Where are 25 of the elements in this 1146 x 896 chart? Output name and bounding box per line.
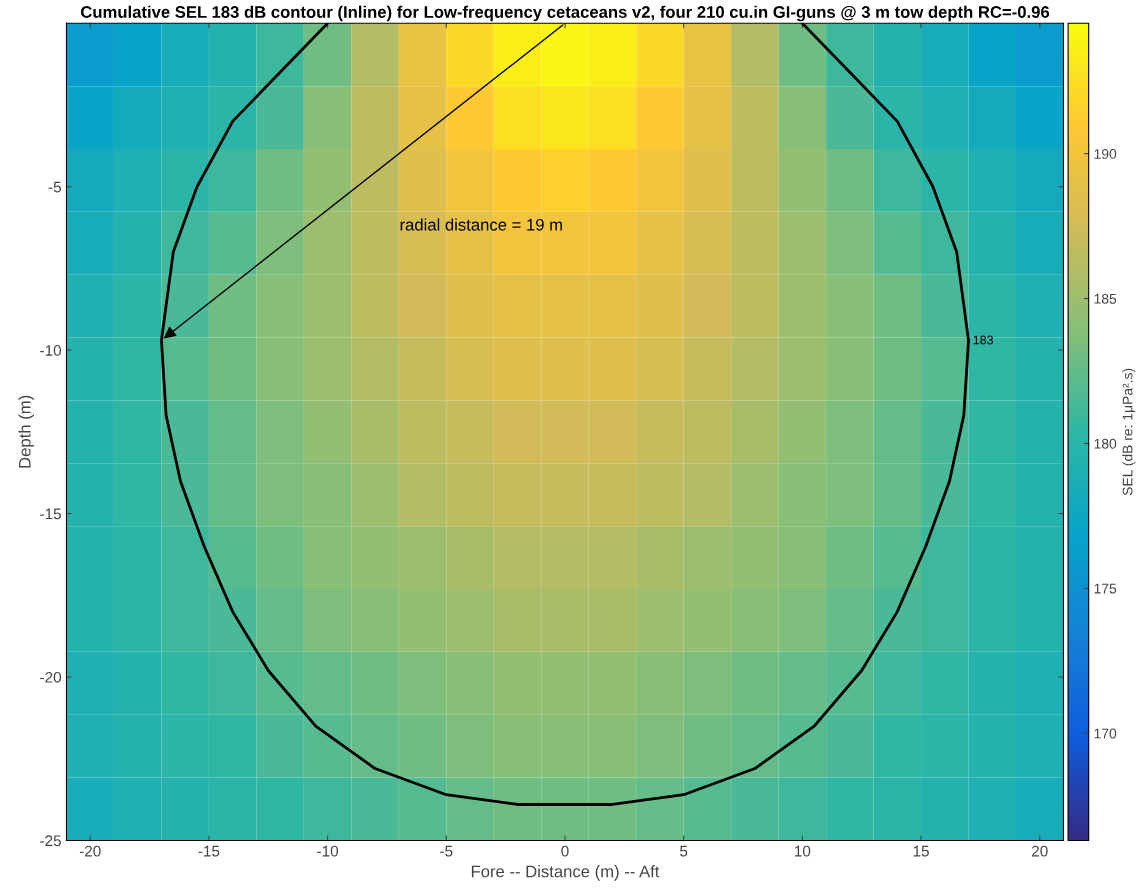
x-tick-label: -10 xyxy=(317,845,339,857)
annotation: 183 xyxy=(973,335,994,345)
x-tick-label: -20 xyxy=(79,845,101,857)
x-tick-label: 20 xyxy=(1032,845,1048,857)
color-bar-label: 185 xyxy=(1094,293,1117,304)
x-tick-label: 5 xyxy=(680,845,688,857)
y-tick-label: -20 xyxy=(40,671,62,683)
x-tick-label: 0 xyxy=(561,845,569,857)
x-tick-label: 10 xyxy=(795,845,811,857)
color-bar-label: 170 xyxy=(1094,728,1117,739)
x-tick-label: 15 xyxy=(913,845,929,857)
y-tick-label: -10 xyxy=(40,345,62,356)
chart-title: Cumulative SEL 183 dB contour (Inline) for Low-frequency cetaceans v2, four 210 cu.in GI-guns @ 3 m tow depth RC=-0.96 xyxy=(81,5,1050,22)
y-tick-label: -5 xyxy=(48,181,61,193)
x-tick-label: -5 xyxy=(440,845,453,857)
color-bar-label: 190 xyxy=(1094,149,1117,159)
y-tick-label: -25 xyxy=(40,835,61,847)
x-tick-label: -15 xyxy=(198,845,220,857)
color-bar-label: 180 xyxy=(1094,438,1117,449)
color-bar-title: SEL (dB re: 1μPa².s) xyxy=(1122,368,1136,496)
y-axis-title: Depth (m) xyxy=(18,395,34,468)
x-axis-title: Fore -- Distance (m) -- Aft xyxy=(471,865,660,881)
color-bar-label: 175 xyxy=(1094,583,1117,594)
annotation: radial distance = 19 m xyxy=(400,218,562,231)
y-tick-label: -15 xyxy=(40,508,61,520)
